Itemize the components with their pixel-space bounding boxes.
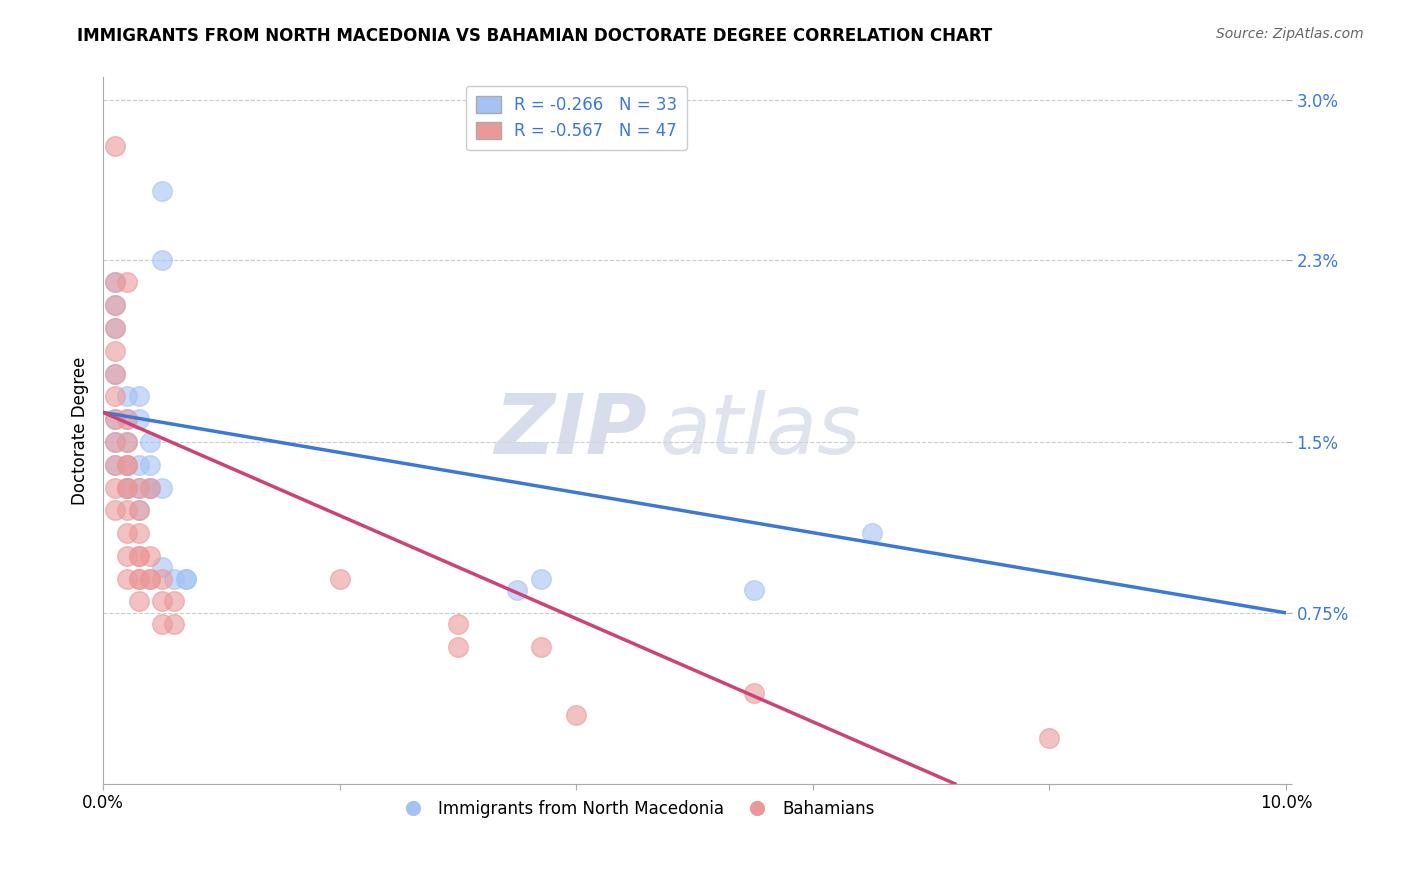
Point — [128, 549, 150, 563]
Point — [128, 549, 150, 563]
Point — [115, 572, 138, 586]
Text: ZIP: ZIP — [495, 390, 647, 471]
Point — [115, 412, 138, 426]
Point — [104, 343, 127, 358]
Point — [115, 481, 138, 495]
Point — [115, 549, 138, 563]
Point — [115, 481, 138, 495]
Point — [104, 321, 127, 335]
Point — [104, 367, 127, 381]
Point — [104, 412, 127, 426]
Point — [742, 685, 765, 699]
Point — [150, 617, 173, 632]
Point — [104, 434, 127, 449]
Point — [104, 389, 127, 403]
Point — [150, 252, 173, 267]
Point — [115, 412, 138, 426]
Point — [139, 481, 162, 495]
Point — [506, 583, 529, 598]
Point — [115, 481, 138, 495]
Point — [115, 434, 138, 449]
Point — [447, 640, 470, 654]
Point — [115, 458, 138, 472]
Point — [115, 481, 138, 495]
Point — [104, 434, 127, 449]
Point — [104, 276, 127, 290]
Point — [530, 572, 553, 586]
Point — [128, 503, 150, 517]
Point — [115, 503, 138, 517]
Point — [163, 617, 186, 632]
Point — [139, 549, 162, 563]
Point — [329, 572, 352, 586]
Point — [128, 389, 150, 403]
Point — [104, 321, 127, 335]
Point — [139, 458, 162, 472]
Point — [139, 481, 162, 495]
Point — [104, 298, 127, 312]
Point — [115, 276, 138, 290]
Point — [115, 434, 138, 449]
Point — [139, 572, 162, 586]
Point — [150, 594, 173, 608]
Text: Source: ZipAtlas.com: Source: ZipAtlas.com — [1216, 27, 1364, 41]
Point — [115, 389, 138, 403]
Point — [150, 572, 173, 586]
Point — [115, 458, 138, 472]
Point — [860, 526, 883, 541]
Point — [128, 481, 150, 495]
Point — [104, 503, 127, 517]
Point — [128, 594, 150, 608]
Point — [742, 583, 765, 598]
Text: IMMIGRANTS FROM NORTH MACEDONIA VS BAHAMIAN DOCTORATE DEGREE CORRELATION CHART: IMMIGRANTS FROM NORTH MACEDONIA VS BAHAM… — [77, 27, 993, 45]
Point — [150, 560, 173, 574]
Point — [104, 367, 127, 381]
Point — [128, 481, 150, 495]
Point — [128, 503, 150, 517]
Point — [128, 412, 150, 426]
Point — [163, 594, 186, 608]
Point — [150, 185, 173, 199]
Point — [104, 458, 127, 472]
Point — [104, 276, 127, 290]
Point — [139, 572, 162, 586]
Point — [104, 138, 127, 153]
Point — [104, 481, 127, 495]
Point — [1038, 731, 1060, 746]
Point — [104, 298, 127, 312]
Point — [150, 481, 173, 495]
Point — [163, 572, 186, 586]
Point — [530, 640, 553, 654]
Y-axis label: Doctorate Degree: Doctorate Degree — [72, 357, 89, 505]
Point — [115, 526, 138, 541]
Point — [128, 458, 150, 472]
Point — [115, 458, 138, 472]
Point — [565, 708, 588, 723]
Point — [128, 526, 150, 541]
Point — [104, 458, 127, 472]
Text: atlas: atlas — [659, 390, 860, 471]
Point — [128, 572, 150, 586]
Point — [174, 572, 197, 586]
Point — [447, 617, 470, 632]
Point — [128, 572, 150, 586]
Legend: Immigrants from North Macedonia, Bahamians: Immigrants from North Macedonia, Bahamia… — [389, 794, 882, 825]
Point — [174, 572, 197, 586]
Point — [104, 412, 127, 426]
Point — [139, 481, 162, 495]
Point — [139, 434, 162, 449]
